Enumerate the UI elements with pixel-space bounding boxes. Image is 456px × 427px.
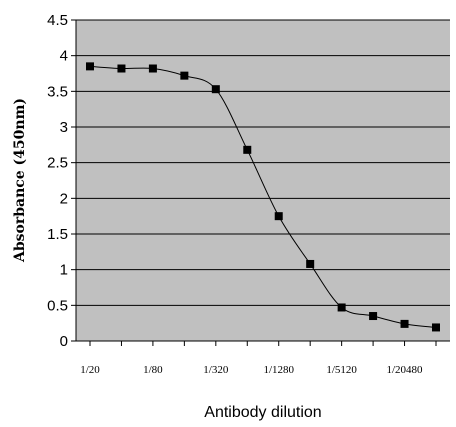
y-axis-label: Absorbance (450nm) [12, 98, 28, 263]
data-point-marker [306, 259, 315, 268]
x-tick-label: 1/5120 [326, 364, 357, 376]
gridlines [75, 19, 450, 342]
x-axis-ticks: 1/20 1/80 1/320 1/1280 1/5120 1/20480 [80, 341, 437, 376]
data-point-marker [337, 303, 346, 312]
data-point-marker [117, 64, 126, 73]
y-tick-label: 2 [60, 190, 68, 207]
data-point-marker [243, 145, 252, 154]
data-point-marker [432, 323, 440, 332]
y-tick-label: 3.5 [47, 83, 68, 100]
x-axis-label: Antibody dilution [204, 404, 321, 421]
y-tick-label: 2.5 [47, 155, 68, 172]
data-point-marker [86, 62, 94, 71]
x-tick-label: 1/80 [143, 364, 163, 376]
x-tick-label: 1/20 [80, 364, 100, 376]
y-tick-label: 3 [60, 119, 68, 136]
data-point-marker [274, 212, 283, 221]
data-point-marker [211, 85, 220, 94]
y-axis-ticks: 0 0.5 1 1.5 2 2.5 3 3.5 4 4.5 [47, 12, 76, 350]
data-point-marker [400, 319, 409, 328]
data-point-marker [180, 71, 189, 80]
data-points [86, 62, 440, 332]
y-tick-label: 0.5 [47, 297, 68, 314]
plot-area [76, 20, 450, 341]
data-point-marker [369, 312, 378, 321]
x-tick-label: 1/1280 [263, 364, 294, 376]
y-tick-label: 0 [60, 333, 68, 350]
y-tick-label: 4.5 [47, 12, 68, 29]
data-point-marker [148, 64, 157, 73]
y-tick-label: 1 [60, 262, 68, 279]
x-tick-label: 1/320 [203, 364, 229, 376]
y-tick-label: 1.5 [47, 226, 68, 243]
y-tick-label: 4 [60, 48, 68, 65]
x-tick-label: 1/20480 [387, 364, 424, 376]
